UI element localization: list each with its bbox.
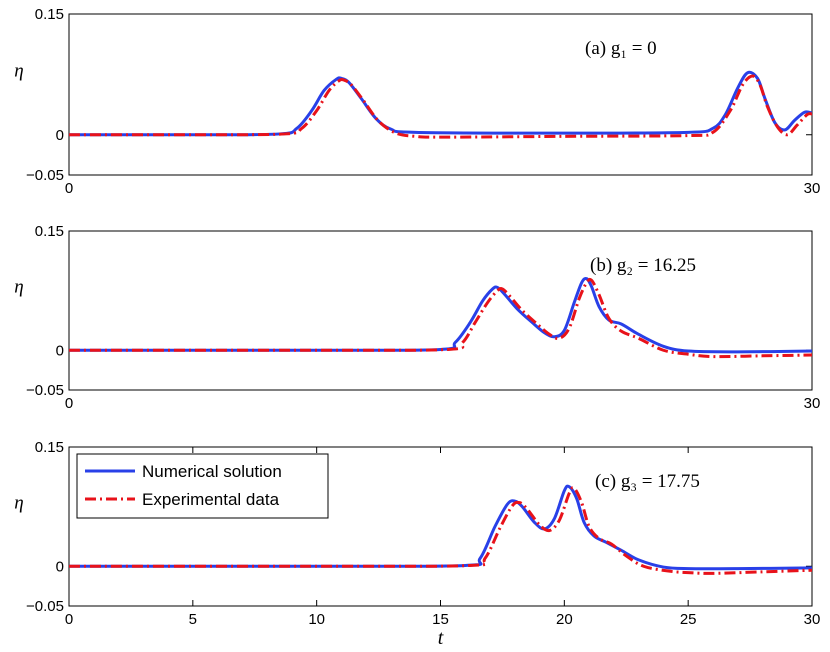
x-tick-label: 20 bbox=[556, 611, 573, 628]
plot-frame bbox=[68, 230, 813, 391]
y-tick-label: 0 bbox=[56, 127, 64, 144]
x-tick-label: 5 bbox=[189, 611, 197, 628]
panel-annotation: (b) g₂ = 16.25 bbox=[590, 255, 696, 276]
legend: Numerical solution Experimental data bbox=[76, 453, 329, 519]
numerical-solution-line bbox=[68, 276, 813, 354]
x-tick-label: 30 bbox=[804, 611, 821, 628]
experimental-data-line bbox=[68, 74, 813, 139]
y-axis-label: η bbox=[14, 61, 23, 82]
panel-annotation: (a) g₁ = 0 bbox=[585, 38, 657, 59]
experimental-data-line bbox=[68, 277, 813, 359]
legend-label-experimental: Experimental data bbox=[142, 490, 280, 509]
y-tick-label: 0.15 bbox=[35, 439, 64, 456]
panel-annotation: (c) g₃ = 17.75 bbox=[595, 471, 700, 492]
x-tick-label: 30 bbox=[804, 395, 821, 412]
experimental-data-line bbox=[68, 486, 813, 575]
y-axis-label: η bbox=[14, 277, 23, 298]
y-tick-label: 0 bbox=[56, 558, 64, 575]
y-axis-label: η bbox=[14, 493, 23, 514]
y-tick-label: −0.05 bbox=[26, 598, 64, 615]
x-tick-label: 25 bbox=[680, 611, 697, 628]
legend-box bbox=[76, 453, 329, 519]
y-tick-label: 0.15 bbox=[35, 6, 64, 23]
y-tick-label: 0 bbox=[56, 342, 64, 359]
x-tick-label: 0 bbox=[65, 180, 73, 197]
x-tick-label: 30 bbox=[804, 180, 821, 197]
legend-label-numerical: Numerical solution bbox=[142, 462, 282, 481]
y-tick-label: −0.05 bbox=[26, 167, 64, 184]
x-tick-label: 0 bbox=[65, 395, 73, 412]
numerical-solution-line bbox=[68, 484, 813, 571]
x-tick-label: 10 bbox=[308, 611, 325, 628]
x-tick-label: 15 bbox=[432, 611, 449, 628]
x-tick-label: 0 bbox=[65, 611, 73, 628]
y-tick-label: 0.15 bbox=[35, 223, 64, 240]
x-axis-label: t bbox=[438, 627, 444, 649]
panel-b: 0 300.150−0.05η(b) g₂ = 16.25 bbox=[14, 223, 820, 412]
panel-a: 0 300.150−0.05η(a) g₁ = 0 bbox=[14, 6, 820, 197]
plot-frame bbox=[68, 13, 813, 176]
y-tick-label: −0.05 bbox=[26, 382, 64, 399]
